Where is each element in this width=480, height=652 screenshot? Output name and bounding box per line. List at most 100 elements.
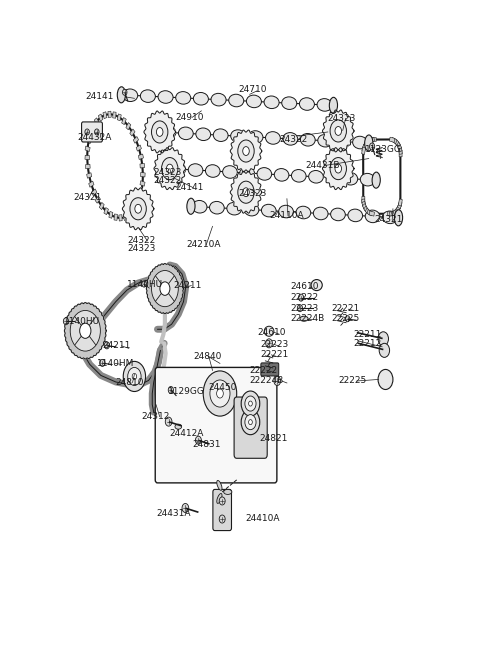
- Bar: [397, 201, 402, 209]
- Text: 24322: 24322: [128, 237, 156, 245]
- Ellipse shape: [188, 164, 203, 176]
- Ellipse shape: [123, 89, 138, 102]
- FancyBboxPatch shape: [261, 363, 279, 376]
- Text: 1140HU: 1140HU: [127, 280, 163, 289]
- Bar: [113, 112, 116, 118]
- Ellipse shape: [365, 210, 380, 222]
- Ellipse shape: [395, 210, 403, 226]
- Ellipse shape: [318, 134, 333, 147]
- Text: 24110A: 24110A: [269, 211, 304, 220]
- Ellipse shape: [166, 160, 174, 177]
- Text: 24910: 24910: [175, 113, 204, 122]
- Bar: [396, 142, 401, 150]
- Ellipse shape: [317, 98, 332, 111]
- Bar: [365, 138, 371, 145]
- Text: 24431B: 24431B: [305, 161, 340, 170]
- Circle shape: [85, 129, 89, 135]
- Ellipse shape: [383, 211, 397, 224]
- Circle shape: [378, 332, 388, 346]
- Bar: [140, 181, 145, 186]
- Bar: [137, 196, 142, 203]
- Circle shape: [100, 359, 105, 366]
- Ellipse shape: [326, 171, 340, 184]
- Text: 22221: 22221: [260, 350, 288, 359]
- Ellipse shape: [282, 97, 297, 110]
- Circle shape: [152, 121, 168, 143]
- Circle shape: [156, 128, 163, 136]
- Circle shape: [182, 503, 189, 512]
- Ellipse shape: [205, 165, 220, 177]
- Text: 24831: 24831: [192, 439, 221, 449]
- Text: 24323: 24323: [239, 189, 267, 198]
- Circle shape: [345, 316, 350, 321]
- Text: 1140HM: 1140HM: [97, 359, 134, 368]
- Circle shape: [135, 204, 142, 213]
- Bar: [85, 164, 90, 169]
- Bar: [117, 114, 121, 121]
- Circle shape: [241, 409, 260, 435]
- Polygon shape: [230, 130, 262, 172]
- Bar: [88, 130, 94, 136]
- Bar: [127, 211, 132, 218]
- Text: 24810: 24810: [115, 378, 144, 387]
- Ellipse shape: [283, 132, 298, 145]
- Ellipse shape: [331, 208, 345, 221]
- Polygon shape: [144, 111, 176, 153]
- FancyBboxPatch shape: [213, 490, 231, 531]
- Bar: [104, 207, 108, 215]
- Circle shape: [243, 147, 249, 155]
- Circle shape: [104, 342, 109, 349]
- Bar: [114, 214, 118, 220]
- Ellipse shape: [264, 96, 279, 108]
- Bar: [398, 199, 402, 206]
- Text: 24321: 24321: [73, 193, 101, 202]
- Circle shape: [152, 271, 178, 306]
- Ellipse shape: [264, 326, 274, 336]
- Ellipse shape: [223, 166, 237, 178]
- Bar: [89, 181, 94, 187]
- Circle shape: [330, 158, 347, 180]
- Ellipse shape: [224, 490, 232, 494]
- Circle shape: [219, 497, 225, 505]
- Bar: [364, 206, 369, 214]
- Bar: [399, 150, 402, 157]
- Text: 24431A: 24431A: [156, 509, 191, 518]
- Circle shape: [210, 380, 230, 407]
- Text: 24840: 24840: [193, 352, 222, 361]
- Polygon shape: [146, 263, 183, 314]
- Ellipse shape: [365, 135, 373, 151]
- FancyBboxPatch shape: [82, 122, 102, 142]
- Bar: [393, 138, 399, 145]
- Text: 24323: 24323: [328, 114, 356, 123]
- Circle shape: [160, 282, 170, 295]
- Bar: [131, 207, 136, 215]
- Circle shape: [379, 344, 390, 357]
- Text: 22222: 22222: [290, 293, 319, 302]
- Bar: [372, 138, 376, 141]
- Circle shape: [241, 391, 260, 416]
- Ellipse shape: [246, 95, 262, 108]
- Bar: [362, 196, 365, 203]
- Circle shape: [130, 198, 146, 220]
- Bar: [362, 145, 366, 152]
- Bar: [94, 118, 99, 125]
- Ellipse shape: [353, 136, 368, 149]
- Ellipse shape: [335, 136, 350, 148]
- Polygon shape: [230, 171, 262, 213]
- Bar: [391, 210, 397, 216]
- Polygon shape: [154, 147, 185, 190]
- Circle shape: [216, 389, 223, 398]
- Circle shape: [195, 436, 202, 444]
- Ellipse shape: [187, 198, 195, 215]
- Text: 22225: 22225: [338, 376, 367, 385]
- Circle shape: [238, 181, 254, 203]
- Text: 24610: 24610: [257, 328, 286, 337]
- Circle shape: [274, 376, 281, 385]
- Ellipse shape: [210, 201, 224, 214]
- Ellipse shape: [192, 200, 207, 213]
- Bar: [398, 147, 402, 155]
- Text: 1140HU: 1140HU: [64, 317, 100, 326]
- Bar: [99, 202, 104, 209]
- Ellipse shape: [176, 91, 191, 104]
- Text: 24710: 24710: [239, 85, 267, 95]
